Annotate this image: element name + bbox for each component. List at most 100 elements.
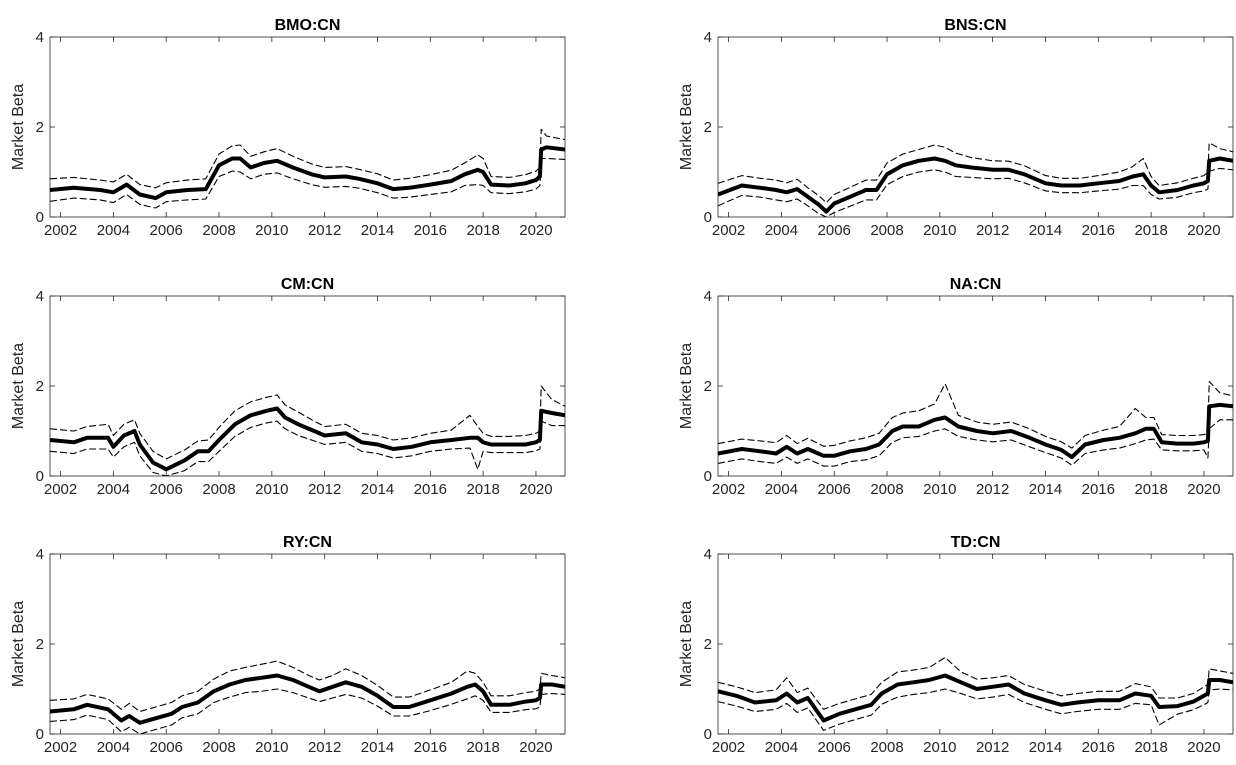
confidence-band-line — [718, 380, 1233, 449]
chart-panel-2: 0 2 4 2002 2004 2006 2008 2010 2012 2014 2016 2018 2… — [678, 17, 1234, 239]
confidence-band-line — [50, 660, 565, 713]
y-tick-label: 2 — [36, 378, 44, 395]
x-tick-label: 2002 — [44, 222, 77, 239]
confidence-band-line — [50, 385, 565, 460]
x-tick-label: 2010 — [255, 222, 288, 239]
x-tick-label: 2006 — [818, 739, 851, 756]
x-tick-label: 2008 — [202, 222, 235, 239]
y-axis-label: Market Beta — [10, 343, 27, 429]
y-tick-label: 2 — [704, 119, 712, 136]
confidence-band-line — [50, 688, 565, 734]
x-tick-label: 2002 — [712, 222, 745, 239]
chart-title: RY:CN — [283, 534, 332, 551]
confidence-band-line — [718, 419, 1233, 467]
x-tick-label: 2006 — [818, 481, 851, 498]
chart-panel-3: 0 2 4 2002 2004 2006 2008 2010 2012 2014 2016 2018 2… — [10, 276, 566, 498]
chart-panel-4: 0 2 4 2002 2004 2006 2008 2010 2012 2014 2016 2018 2… — [678, 276, 1234, 498]
y-tick-label: 2 — [36, 119, 44, 136]
chart-title: CM:CN — [281, 276, 334, 293]
y-axis-label: Market Beta — [678, 343, 695, 429]
confidence-band-line — [718, 688, 1233, 731]
x-tick-label: 2016 — [1082, 481, 1115, 498]
plot-area — [717, 36, 1234, 218]
x-tick-label: 2012 — [976, 481, 1009, 498]
x-tick-label: 2014 — [1029, 481, 1062, 498]
x-tick-label: 2018 — [466, 481, 499, 498]
x-tick-label: 2008 — [870, 481, 903, 498]
chart-panel-1: 0 2 4 2002 2004 2006 2008 2010 2012 2014 2016 2018 2… — [10, 17, 566, 239]
chart-title: BNS:CN — [944, 17, 1006, 34]
beta-estimate-line — [718, 156, 1233, 214]
x-tick-label: 2004 — [97, 739, 130, 756]
chart-panel-6: 0 2 4 2002 2004 2006 2008 2010 2012 2014 2016 2018 2… — [678, 534, 1234, 756]
x-tick-label: 2020 — [1187, 222, 1220, 239]
beta-estimate-line — [718, 402, 1233, 460]
x-tick-label: 2010 — [255, 481, 288, 498]
confidence-band-line — [718, 167, 1233, 217]
x-tick-label: 2012 — [976, 739, 1009, 756]
x-tick-label: 2002 — [712, 739, 745, 756]
plot-area — [717, 295, 1234, 477]
x-tick-label: 2014 — [361, 481, 394, 498]
x-tick-label: 2004 — [765, 739, 798, 756]
y-tick-label: 4 — [704, 546, 712, 563]
x-tick-label: 2006 — [818, 222, 851, 239]
y-tick-label: 4 — [704, 29, 712, 46]
x-tick-label: 2018 — [466, 739, 499, 756]
x-tick-label: 2014 — [361, 222, 394, 239]
beta-estimate-line — [50, 406, 565, 472]
x-tick-label: 2008 — [202, 481, 235, 498]
y-tick-label: 0 — [36, 726, 44, 743]
x-tick-label: 2018 — [466, 222, 499, 239]
confidence-band-line — [50, 128, 565, 189]
plot-area — [49, 36, 566, 218]
chart-title: BMO:CN — [275, 17, 341, 34]
x-tick-label: 2010 — [923, 222, 956, 239]
confidence-band-line — [718, 142, 1233, 204]
y-tick-label: 2 — [36, 636, 44, 653]
beta-estimate-line — [50, 673, 565, 725]
x-tick-label: 2018 — [1134, 222, 1167, 239]
x-tick-label: 2006 — [150, 481, 183, 498]
x-tick-label: 2020 — [519, 739, 552, 756]
x-tick-label: 2004 — [97, 222, 130, 239]
x-tick-label: 2018 — [1134, 739, 1167, 756]
y-tick-label: 0 — [704, 209, 712, 226]
x-tick-label: 2016 — [414, 739, 447, 756]
x-tick-label: 2016 — [414, 481, 447, 498]
x-tick-label: 2020 — [519, 222, 552, 239]
x-tick-label: 2002 — [712, 481, 745, 498]
y-tick-label: 0 — [704, 726, 712, 743]
x-tick-label: 2018 — [1134, 481, 1167, 498]
x-tick-label: 2020 — [1187, 481, 1220, 498]
plot-area — [717, 553, 1234, 735]
y-tick-label: 4 — [704, 288, 712, 305]
y-tick-label: 0 — [704, 468, 712, 485]
y-axis-label: Market Beta — [678, 84, 695, 170]
x-tick-label: 2012 — [976, 222, 1009, 239]
plot-area — [49, 295, 566, 477]
y-axis-label: Market Beta — [678, 601, 695, 687]
x-tick-label: 2010 — [923, 481, 956, 498]
chart-panel-5: 0 2 4 2002 2004 2006 2008 2010 2012 2014 2016 2018 2… — [10, 534, 566, 756]
x-tick-label: 2020 — [519, 481, 552, 498]
x-tick-label: 2006 — [150, 739, 183, 756]
confidence-band-line — [50, 157, 565, 209]
x-tick-label: 2010 — [255, 739, 288, 756]
x-tick-label: 2014 — [1029, 739, 1062, 756]
y-tick-label: 4 — [36, 546, 44, 563]
y-tick-label: 4 — [36, 288, 44, 305]
y-axis-label: Market Beta — [10, 601, 27, 687]
x-tick-label: 2020 — [1187, 739, 1220, 756]
x-tick-label: 2012 — [308, 481, 341, 498]
x-tick-label: 2008 — [870, 739, 903, 756]
chart-title: TD:CN — [951, 534, 1001, 551]
x-tick-label: 2006 — [150, 222, 183, 239]
x-tick-label: 2004 — [765, 222, 798, 239]
y-tick-label: 4 — [36, 29, 44, 46]
x-tick-label: 2002 — [44, 481, 77, 498]
chart-title: NA:CN — [950, 276, 1002, 293]
y-tick-label: 2 — [704, 378, 712, 395]
x-tick-label: 2014 — [1029, 222, 1062, 239]
